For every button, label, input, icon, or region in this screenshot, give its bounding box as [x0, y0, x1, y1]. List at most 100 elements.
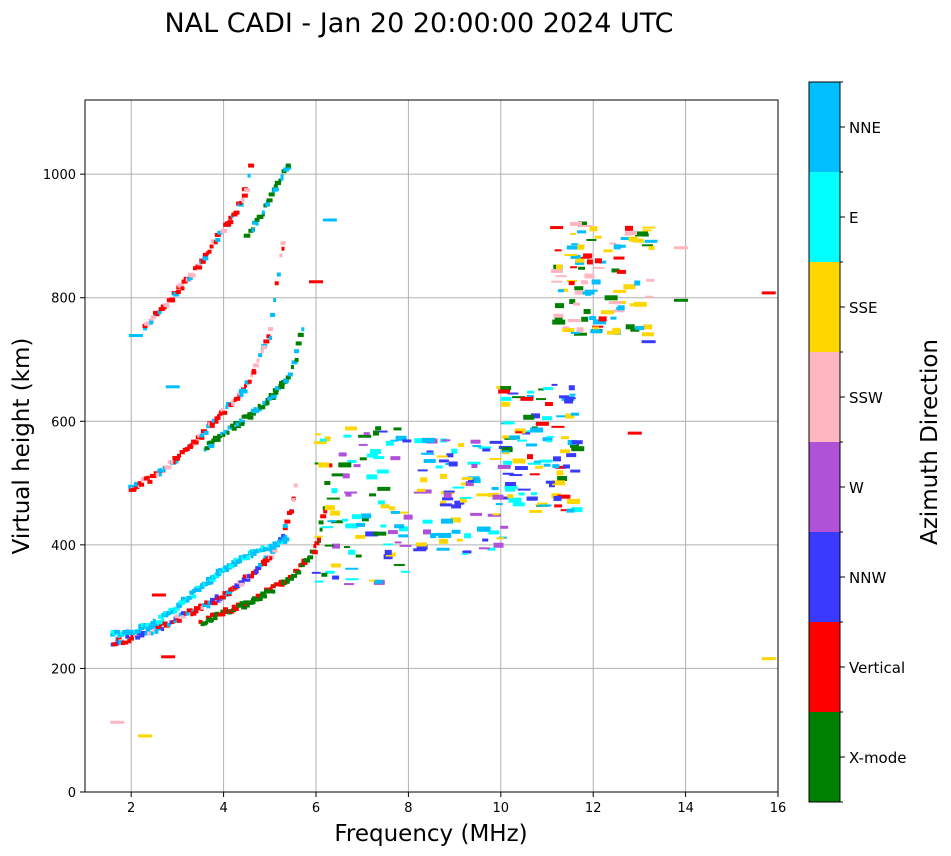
echo-mark: [252, 220, 259, 225]
echo-mark: [353, 464, 361, 468]
echo-mark: [259, 592, 266, 597]
echo-mark: [319, 438, 327, 442]
echo-mark: [118, 640, 125, 645]
echo-mark: [374, 430, 388, 433]
x-tick-label: 2: [127, 801, 135, 816]
echo-mark: [158, 614, 164, 619]
echo-mark: [393, 427, 402, 431]
echo-mark: [285, 375, 291, 380]
echo-mark: [173, 609, 178, 614]
echo-mark: [613, 256, 625, 260]
echo-mark: [173, 456, 180, 461]
echo-mark: [478, 547, 490, 550]
trace-scatter-6-8-mhz: [311, 426, 413, 586]
echo-mark: [420, 477, 428, 483]
echo-mark: [152, 310, 158, 315]
echo-mark: [589, 226, 598, 232]
echo-mark: [338, 452, 347, 457]
echo-mark: [116, 636, 122, 641]
echo-mark: [322, 218, 337, 222]
echo-mark: [421, 437, 435, 443]
echo-mark: [175, 290, 181, 295]
echo-mark: [173, 618, 177, 623]
echo-mark: [251, 368, 256, 373]
echo-mark: [200, 605, 204, 610]
echo-mark: [577, 221, 587, 227]
echo-mark: [555, 275, 567, 278]
echo-mark: [514, 428, 526, 434]
echo-mark: [557, 289, 564, 293]
echo-mark: [135, 635, 141, 640]
echo-mark: [206, 604, 211, 609]
echo-mark: [192, 266, 197, 271]
echo-mark: [141, 631, 147, 636]
echo-mark: [128, 629, 135, 634]
echo-mark: [416, 544, 428, 550]
echo-mark: [294, 349, 300, 354]
echo-mark: [530, 427, 544, 433]
echo-mark: [373, 456, 385, 460]
echo-mark: [207, 249, 212, 254]
echo-mark: [189, 590, 195, 595]
echo-mark: [256, 358, 260, 363]
echo-mark: [161, 621, 168, 626]
echo-mark: [515, 431, 523, 434]
echo-mark: [237, 391, 241, 396]
echo-mark: [482, 448, 491, 452]
echo-mark: [238, 580, 245, 585]
echo-mark: [170, 459, 175, 464]
echo-mark: [157, 310, 162, 315]
echo-mark: [319, 527, 323, 532]
echo-mark: [633, 301, 647, 307]
x-tick-label: 10: [493, 801, 510, 816]
echo-mark: [171, 609, 176, 614]
echo-mark: [512, 458, 526, 464]
echo-mark: [250, 554, 254, 559]
echo-mark: [325, 570, 335, 574]
echo-mark: [248, 550, 252, 555]
echo-mark: [143, 326, 148, 331]
y-axis-ticks: 0 200 400 600 800 1000: [43, 168, 85, 801]
echo-mark: [496, 537, 505, 540]
isolated-echoes: [110, 218, 776, 738]
echo-mark: [222, 432, 226, 437]
echo-mark: [440, 473, 448, 479]
echo-mark: [143, 476, 148, 481]
x-axis-ticks: 2 4 6 8 10 12 14 16: [127, 792, 786, 816]
colorbar-labels: X-mode Vertical NNW W SSW SSE E NNE: [840, 81, 906, 803]
echo-mark: [261, 562, 267, 567]
echo-mark: [546, 440, 553, 443]
echo-mark: [258, 405, 264, 410]
echo-mark: [233, 210, 240, 215]
echo-mark: [281, 537, 286, 542]
echo-mark: [274, 181, 281, 186]
echo-mark: [438, 532, 452, 538]
echo-mark: [247, 412, 251, 417]
echo-mark: [562, 328, 575, 333]
colorbar-label: NNE: [849, 119, 881, 137]
echo-mark: [553, 495, 562, 501]
echo-mark: [203, 621, 207, 626]
x-tick-label: 12: [585, 801, 602, 816]
echo-mark: [413, 491, 427, 494]
echo-mark: [643, 324, 653, 330]
x-tick-label: 16: [770, 801, 787, 816]
echo-mark: [239, 392, 244, 397]
echo-mark: [644, 239, 658, 243]
echo-mark: [460, 496, 472, 499]
echo-mark: [189, 445, 193, 450]
echo-mark: [243, 188, 250, 193]
echo-mark: [556, 415, 570, 418]
echo-mark: [564, 253, 578, 256]
echo-mark: [285, 577, 291, 582]
echo-mark: [402, 439, 412, 443]
echo-mark: [214, 596, 219, 601]
echo-mark: [254, 570, 259, 575]
echo-mark: [134, 629, 141, 634]
echo-mark: [197, 263, 202, 268]
echo-mark: [578, 266, 586, 270]
plot-frame: [84, 99, 779, 793]
echo-mark: [145, 623, 152, 628]
echo-mark: [461, 477, 473, 481]
echo-mark: [285, 579, 290, 584]
